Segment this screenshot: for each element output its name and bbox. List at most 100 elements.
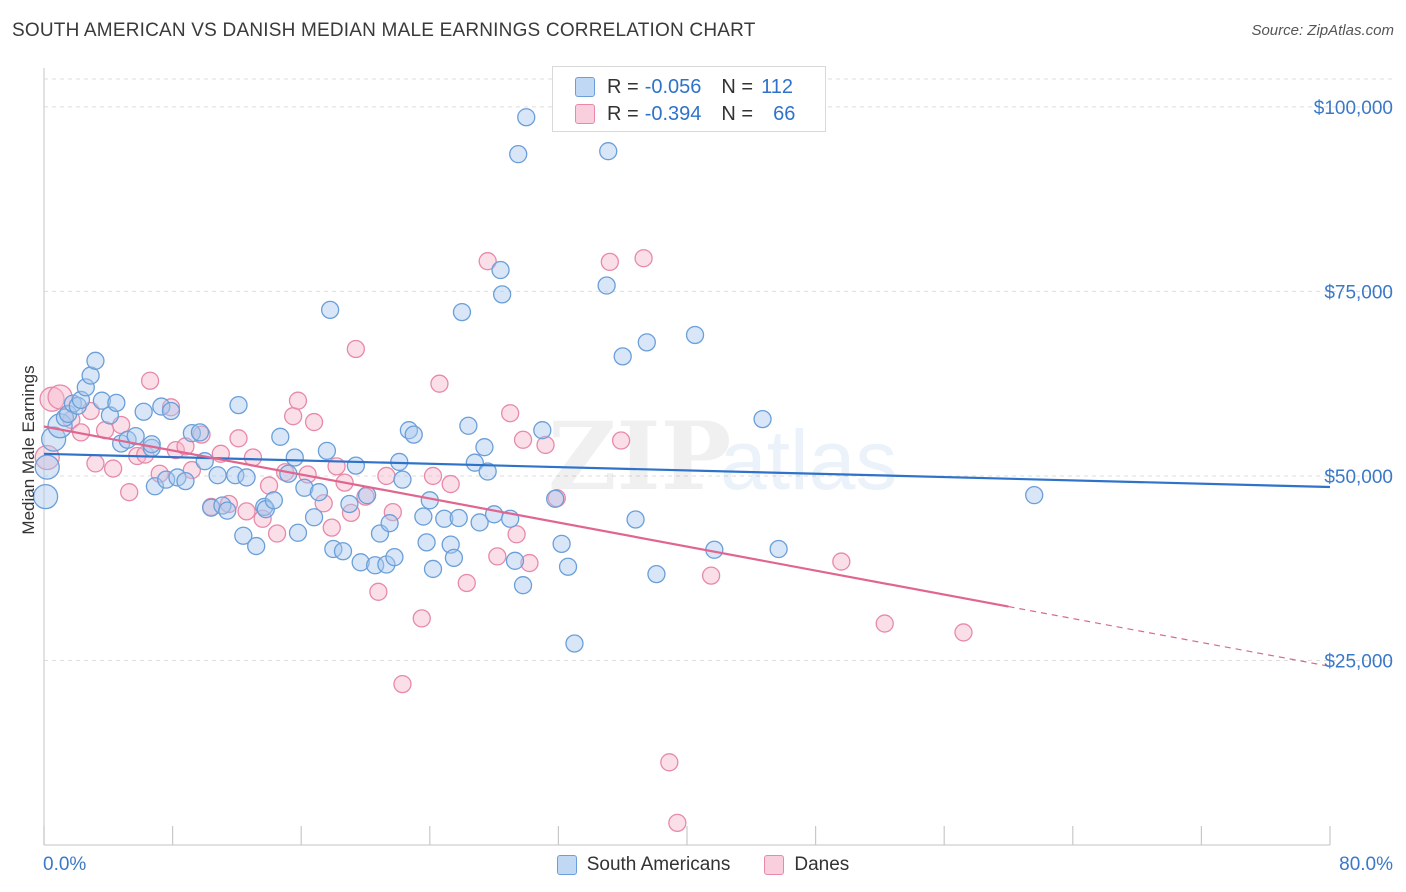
point-south-american <box>288 523 308 542</box>
point-dane <box>954 623 973 642</box>
point-south-american <box>613 347 632 366</box>
point-south-american <box>237 468 256 487</box>
point-south-american <box>414 507 433 526</box>
point-dane <box>284 407 303 426</box>
point-dane <box>501 404 520 423</box>
point-south-american <box>475 438 494 457</box>
point-south-american <box>247 536 266 556</box>
trendline-danes-extension <box>1008 606 1331 667</box>
point-south-american <box>333 542 353 561</box>
point-south-american <box>351 553 370 572</box>
point-south-american <box>492 285 512 304</box>
point-dane <box>322 518 341 537</box>
point-south-american <box>478 462 497 481</box>
point-dane <box>832 552 851 571</box>
axis-layer <box>43 68 1331 846</box>
point-south-american <box>417 533 436 552</box>
point-dane <box>600 252 619 272</box>
point-south-american <box>546 489 565 508</box>
point-south-american <box>505 551 525 570</box>
tick-label-layer: $25,000 $50,000 $75,000 $100,000 0.0% 80.0% <box>43 98 1393 875</box>
legend-n-value: 112 <box>761 75 793 98</box>
point-south-american <box>393 470 412 489</box>
legend-n-value: 66 <box>773 102 796 125</box>
point-south-american <box>444 548 464 568</box>
trendline-south-americans <box>43 452 1331 489</box>
point-south-american <box>423 559 443 579</box>
point-dane <box>507 525 526 544</box>
point-south-american <box>685 325 705 345</box>
point-south-american <box>309 483 329 502</box>
point-south-american <box>599 142 618 161</box>
point-south-american <box>769 539 788 559</box>
point-dane <box>39 386 65 412</box>
point-south-american <box>145 477 165 496</box>
point-south-american <box>176 471 195 491</box>
point-south-american <box>357 485 377 505</box>
point-dane <box>47 384 73 410</box>
point-dane <box>314 494 333 513</box>
y-tick-label: $75,000 <box>1324 282 1393 303</box>
point-south-american <box>470 513 489 532</box>
point-south-american <box>107 393 126 413</box>
point-dane <box>875 614 894 633</box>
stats-legend: R = -0.056 N = 112 R = -0.394 N = 66 <box>552 66 826 132</box>
y-tick-label: $50,000 <box>1324 467 1393 488</box>
point-dane <box>520 553 539 573</box>
legend-item-danes[interactable]: Danes <box>764 854 849 876</box>
point-dane <box>660 753 679 772</box>
point-south-american <box>597 276 616 295</box>
point-south-american <box>753 409 772 429</box>
point-south-american <box>385 547 404 567</box>
legend-swatch-pink <box>764 855 785 875</box>
point-south-american <box>317 441 337 461</box>
point-south-american <box>435 509 454 528</box>
point-dane <box>457 573 476 593</box>
series-legend: South Americans Danes <box>0 852 1406 878</box>
point-south-american <box>34 454 60 480</box>
point-dane <box>634 249 653 268</box>
legend-row-south-americans: R = -0.056 N = 112 <box>575 74 813 100</box>
point-dane <box>267 524 287 543</box>
watermark: ZIP atlas <box>548 402 897 512</box>
point-south-american <box>295 478 314 497</box>
legend-n-label: N = <box>721 102 754 125</box>
legend-r-value: -0.394 <box>644 102 702 125</box>
point-south-american <box>491 260 510 280</box>
point-south-american <box>452 302 472 322</box>
y-tick-label: $25,000 <box>1324 651 1393 672</box>
point-south-american <box>152 397 171 416</box>
legend-r-label: R = <box>607 102 639 125</box>
point-south-american <box>320 300 340 320</box>
point-dane <box>369 582 388 601</box>
point-south-american <box>465 453 484 472</box>
legend-swatch-pink <box>575 104 595 124</box>
legend-item-south-americans[interactable]: South Americans <box>556 854 730 876</box>
point-dane <box>536 435 555 455</box>
point-south-american <box>513 576 533 595</box>
x-tick-label-min: 0.0% <box>43 854 86 875</box>
point-south-american <box>92 391 112 410</box>
point-south-american <box>226 466 245 485</box>
point-dane <box>383 502 402 522</box>
point-south-american <box>637 333 656 352</box>
point-south-american <box>459 416 478 435</box>
point-dane <box>441 474 460 494</box>
legend-r-label: R = <box>607 75 639 98</box>
point-dane <box>103 459 123 478</box>
trendline-danes <box>43 425 1009 608</box>
point-dane <box>412 609 431 628</box>
point-dane <box>182 460 202 480</box>
legend-r-value: -0.056 <box>644 75 702 98</box>
legend-label-danes: Danes <box>794 854 850 875</box>
point-south-american <box>509 144 528 164</box>
point-south-american <box>40 426 67 452</box>
point-dane <box>219 494 239 514</box>
point-dane <box>86 454 105 473</box>
legend-swatch-blue <box>575 77 595 97</box>
watermark-atlas: atlas <box>720 413 897 507</box>
point-south-american <box>340 494 359 514</box>
chart-title: SOUTH AMERICAN VS DANISH MEDIAN MALE EAR… <box>12 20 756 41</box>
point-south-american <box>626 510 645 529</box>
point-south-american <box>449 508 468 528</box>
